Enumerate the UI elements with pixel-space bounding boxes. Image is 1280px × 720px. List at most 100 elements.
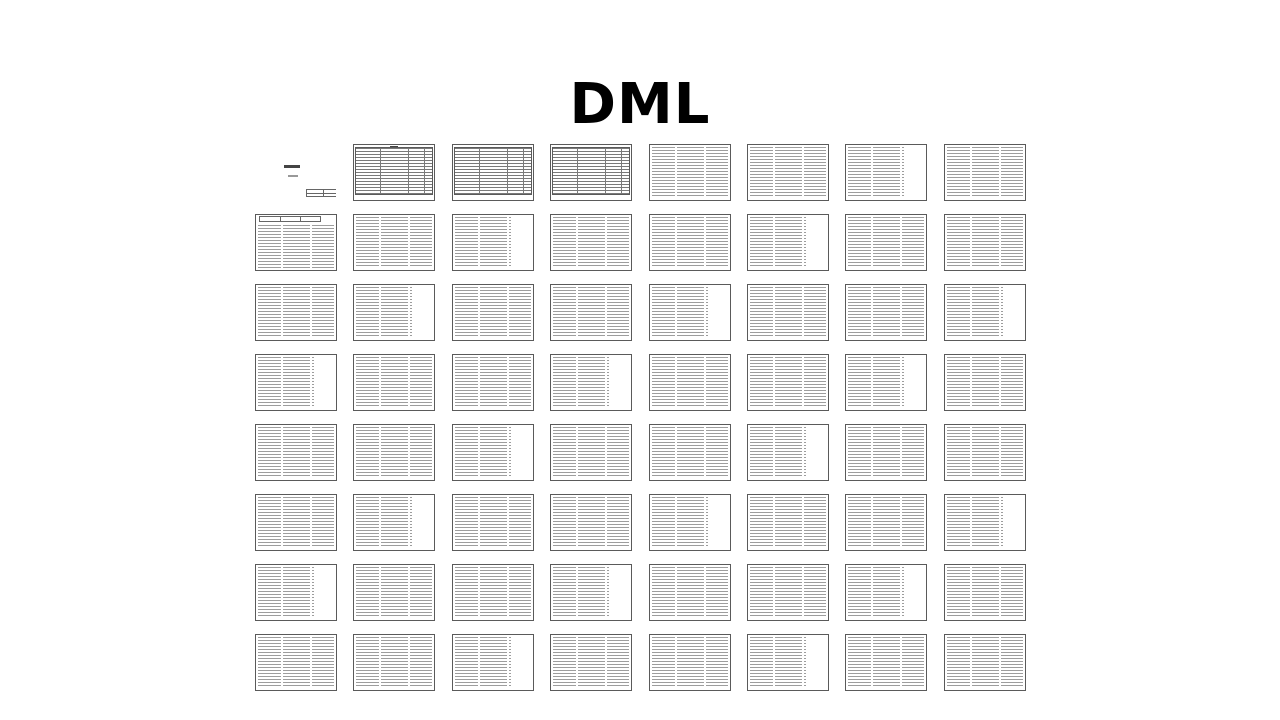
page-thumbnail[interactable] (451, 634, 534, 691)
text-lines-preview (946, 427, 1023, 478)
text-lines-preview (749, 217, 806, 268)
text-lines-preview (258, 427, 334, 478)
page-thumbnail[interactable] (451, 214, 534, 271)
text-lines-preview (749, 147, 826, 198)
page-thumbnail[interactable] (451, 564, 534, 621)
page-thumbnail[interactable] (451, 144, 534, 201)
text-lines-preview (749, 567, 826, 618)
text-lines-preview (848, 497, 925, 548)
text-lines-preview (356, 567, 433, 618)
page-thumbnail[interactable] (943, 214, 1026, 271)
text-lines-preview (946, 217, 1023, 268)
page-thumbnail[interactable] (845, 564, 928, 621)
page-thumbnail[interactable] (746, 564, 829, 621)
text-lines-preview (553, 357, 610, 408)
page-thumbnail[interactable] (746, 634, 829, 691)
text-lines-preview (651, 567, 728, 618)
page-thumbnail[interactable] (943, 144, 1026, 201)
page-thumbnail[interactable] (550, 284, 633, 341)
page-thumbnail[interactable] (845, 214, 928, 271)
text-lines-preview (454, 287, 531, 338)
page-thumbnail[interactable] (451, 424, 534, 481)
page-thumbnail[interactable] (648, 354, 731, 411)
title-page-preview (256, 145, 336, 200)
page-thumbnail[interactable] (550, 564, 633, 621)
page-thumbnail[interactable] (353, 494, 436, 551)
page-thumbnail[interactable] (451, 354, 534, 411)
page-thumbnail[interactable] (943, 424, 1026, 481)
page-thumbnail[interactable] (845, 354, 928, 411)
text-lines-preview (946, 357, 1023, 408)
tp-sub-block (288, 175, 298, 177)
text-lines-preview (848, 287, 925, 338)
text-lines-preview (946, 287, 1003, 338)
page-thumbnail[interactable] (255, 564, 337, 621)
page-thumbnail[interactable] (845, 634, 928, 691)
text-lines-preview (946, 497, 1003, 548)
page-thumbnail[interactable] (845, 494, 928, 551)
page-thumbnail[interactable] (255, 634, 337, 691)
tp-title-block (284, 165, 300, 168)
text-lines-preview (356, 217, 433, 268)
page-thumbnail[interactable] (353, 144, 436, 201)
page-thumbnail[interactable] (845, 284, 928, 341)
page-thumbnail[interactable] (746, 144, 829, 201)
page-thumbnail[interactable] (451, 284, 534, 341)
page-thumbnail[interactable] (648, 564, 731, 621)
page-thumbnail[interactable] (255, 494, 337, 551)
text-lines-preview (651, 147, 728, 198)
page-thumbnail[interactable] (353, 214, 436, 271)
text-lines-preview (553, 497, 630, 548)
page-thumbnail[interactable] (648, 494, 731, 551)
text-lines-preview (553, 217, 630, 268)
page-thumbnail[interactable] (648, 424, 731, 481)
page-thumbnail[interactable] (550, 214, 633, 271)
page-thumbnail[interactable] (648, 144, 731, 201)
text-lines-preview (258, 287, 334, 338)
page-thumbnail[interactable] (353, 634, 436, 691)
page-thumbnail[interactable] (845, 424, 928, 481)
page-thumbnail[interactable] (746, 424, 829, 481)
page-thumbnail[interactable] (648, 284, 731, 341)
page-thumbnail[interactable] (943, 354, 1026, 411)
text-lines-preview (553, 567, 610, 618)
tp-box-block (306, 189, 336, 197)
text-lines-preview (258, 637, 334, 688)
page-thumbnail[interactable] (746, 494, 829, 551)
page-thumbnail[interactable] (255, 284, 337, 341)
page-thumbnail[interactable] (943, 564, 1026, 621)
page-thumbnail[interactable] (943, 284, 1026, 341)
page-thumbnail[interactable] (648, 214, 731, 271)
text-lines-preview (848, 357, 905, 408)
page-thumbnail[interactable] (255, 354, 337, 411)
page-thumbnail[interactable] (451, 494, 534, 551)
text-lines-preview (749, 287, 826, 338)
text-lines-preview (356, 637, 433, 688)
page-thumbnail[interactable] (943, 494, 1026, 551)
text-lines-preview (946, 567, 1023, 618)
page-thumbnail[interactable] (353, 284, 436, 341)
page-thumbnail[interactable] (550, 354, 633, 411)
page-thumbnail[interactable] (550, 424, 633, 481)
page-thumbnail[interactable] (550, 144, 633, 201)
text-lines-preview (651, 217, 728, 268)
page-thumbnail[interactable] (353, 424, 436, 481)
page-thumbnail[interactable] (845, 144, 928, 201)
page-thumbnail[interactable] (255, 144, 337, 201)
text-lines-preview (651, 287, 708, 338)
text-lines-preview (749, 357, 826, 408)
page-thumbnail[interactable] (746, 214, 829, 271)
page-thumbnail[interactable] (550, 634, 633, 691)
text-lines-preview (553, 637, 630, 688)
page-thumbnail[interactable] (746, 354, 829, 411)
header-table-preview (259, 216, 321, 222)
page-thumbnail[interactable] (353, 354, 436, 411)
page-thumbnail[interactable] (255, 424, 337, 481)
page-thumbnail[interactable] (353, 564, 436, 621)
page-thumbnail[interactable] (255, 214, 337, 271)
page-thumbnail[interactable] (943, 634, 1026, 691)
page-thumbnail[interactable] (746, 284, 829, 341)
page-thumbnail[interactable] (648, 634, 731, 691)
text-lines-preview (454, 567, 531, 618)
page-thumbnail[interactable] (550, 494, 633, 551)
